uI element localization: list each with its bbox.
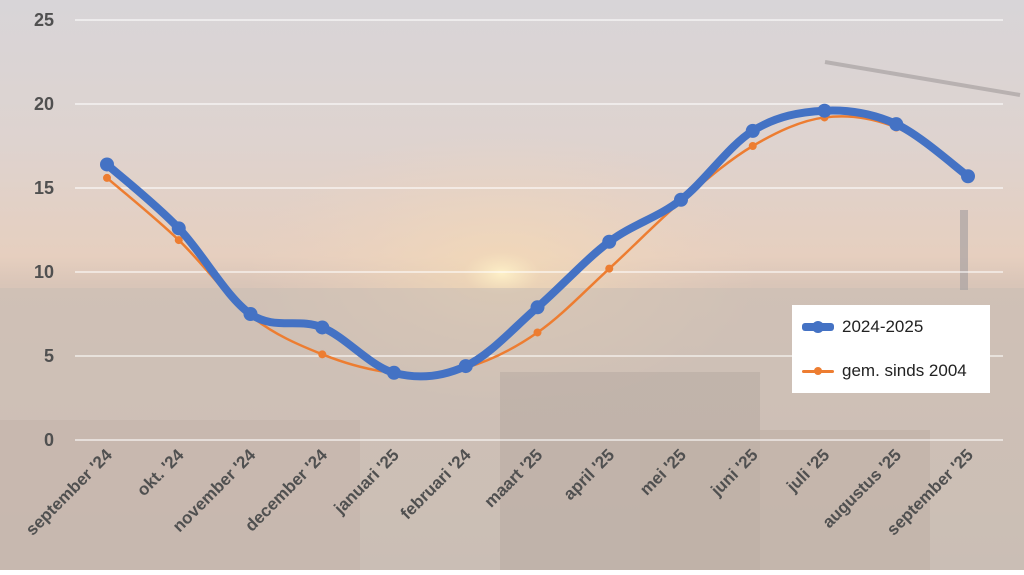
data-point: [745, 123, 760, 138]
data-point: [533, 328, 542, 337]
data-point: [315, 320, 330, 335]
data-point: [817, 103, 832, 118]
y-tick-label: 15: [34, 178, 54, 198]
series-1: [100, 103, 975, 381]
data-point: [961, 169, 975, 184]
legend-item-series-1: 2024-2025: [802, 316, 923, 338]
y-tick-label: 0: [44, 430, 54, 450]
series-lines: [100, 103, 975, 381]
data-point: [171, 221, 186, 236]
data-point: [605, 264, 614, 273]
data-point: [458, 359, 473, 374]
y-tick-label: 10: [34, 262, 54, 282]
legend-item-series-2: gem. sinds 2004: [802, 360, 967, 382]
data-point: [243, 307, 258, 321]
y-axis-labels: 0 5 10 15 20 25: [34, 10, 54, 450]
data-point: [100, 157, 114, 172]
y-tick-label: 20: [34, 94, 54, 114]
legend-swatch: [802, 360, 834, 382]
data-point: [387, 365, 401, 380]
y-tick-label: 5: [44, 346, 54, 366]
data-point: [674, 192, 688, 207]
legend-swatch: [802, 316, 834, 338]
data-point: [318, 350, 327, 359]
legend-label: gem. sinds 2004: [842, 361, 967, 380]
y-tick-label: 25: [34, 10, 54, 30]
data-point: [530, 300, 545, 315]
data-point: [748, 142, 757, 150]
data-point: [103, 173, 111, 182]
legend-label: 2024-2025: [842, 317, 924, 336]
data-point: [174, 236, 183, 245]
data-point: [602, 234, 617, 249]
legend: 2024-2025 gem. sinds 2004: [792, 305, 990, 393]
data-point: [889, 117, 904, 132]
